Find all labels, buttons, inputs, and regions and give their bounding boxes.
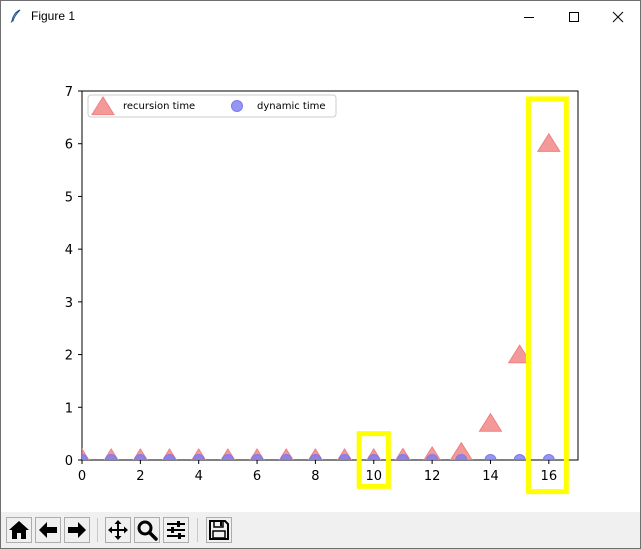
x-tick-label: 12	[424, 469, 441, 484]
dynamic-time-point	[396, 454, 409, 460]
y-tick-label: 4	[65, 243, 73, 258]
y-tick-label: 7	[65, 85, 73, 100]
y-tick-label: 3	[65, 296, 73, 311]
legend: recursion time dynamic time	[87, 94, 337, 118]
toolbar-separator	[97, 518, 98, 542]
floppy-disk-icon	[209, 520, 229, 540]
axes-spine	[81, 90, 579, 461]
x-tick-label: 8	[311, 469, 319, 484]
x-axis-ticks: 0 2 4 6 8 10 12 14 16	[78, 460, 557, 484]
recursion-time-point	[478, 412, 503, 432]
dynamic-time-point	[134, 454, 147, 460]
recursion-time-point	[507, 344, 532, 364]
highlight-box	[356, 431, 391, 489]
dynamic-time-point	[309, 454, 322, 460]
feather-icon	[10, 9, 21, 23]
x-tick-label: 0	[78, 469, 86, 484]
minimize-button[interactable]	[506, 1, 551, 32]
home-icon	[9, 521, 29, 539]
legend-label-recursion: recursion time	[123, 101, 195, 112]
recursion-time-point	[449, 441, 473, 460]
window-title: Figure 1	[31, 9, 76, 23]
home-button[interactable]	[6, 517, 32, 543]
dynamic-time-point	[484, 454, 497, 460]
highlight-box	[525, 96, 569, 495]
dynamic-time-point	[455, 454, 468, 460]
series-markers	[82, 132, 561, 460]
title-bar[interactable]: Figure 1	[1, 1, 640, 32]
x-tick-label: 10	[365, 469, 382, 484]
highlight-boxes	[356, 96, 569, 495]
y-tick-label: 0	[65, 454, 73, 469]
maximize-button[interactable]	[551, 1, 596, 32]
legend-dynamic-marker	[231, 100, 243, 112]
dynamic-time-point	[221, 454, 234, 460]
forward-button[interactable]	[64, 517, 90, 543]
dynamic-time-point	[513, 454, 526, 460]
close-icon	[612, 11, 623, 22]
dynamic-time-point	[251, 454, 264, 460]
x-tick-label: 4	[195, 469, 203, 484]
dynamic-time-point	[192, 454, 205, 460]
maximize-icon	[568, 11, 579, 22]
dynamic-time-point	[542, 454, 555, 460]
dynamic-time-point	[163, 454, 176, 460]
dynamic-time-point	[280, 454, 293, 460]
x-tick-label: 2	[136, 469, 144, 484]
y-tick-label: 6	[65, 138, 73, 153]
y-tick-label: 1	[65, 401, 73, 416]
legend-box	[87, 94, 337, 118]
arrow-left-icon	[39, 522, 57, 538]
zoom-button[interactable]	[134, 517, 160, 543]
x-tick-label: 16	[541, 469, 558, 484]
axes-frame	[81, 90, 579, 461]
dynamic-time-point	[367, 454, 380, 460]
navigation-toolbar	[1, 512, 640, 548]
arrow-right-icon	[68, 522, 86, 538]
x-tick-label: 14	[482, 469, 499, 484]
dynamic-time-point	[105, 454, 118, 460]
legend-label-dynamic: dynamic time	[257, 101, 326, 112]
toolbar-separator	[197, 518, 198, 542]
dynamic-time-point	[426, 454, 439, 460]
y-tick-label: 2	[65, 349, 73, 364]
move-icon	[108, 520, 128, 540]
dynamic-time-point	[338, 454, 351, 460]
dynamic-time-point	[82, 454, 88, 460]
close-button[interactable]	[595, 1, 640, 32]
magnifier-icon	[137, 520, 158, 541]
x-tick-label: 6	[253, 469, 261, 484]
back-button[interactable]	[35, 517, 61, 543]
y-tick-label: 5	[65, 190, 73, 205]
save-button[interactable]	[206, 517, 232, 543]
configure-subplots-button[interactable]	[163, 517, 189, 543]
legend-recursion-marker	[91, 96, 115, 116]
y-axis-ticks: 0 1 2 3 4 5 6 7	[65, 85, 82, 469]
minimize-icon	[523, 16, 534, 18]
sliders-icon	[167, 521, 185, 539]
pan-button[interactable]	[105, 517, 131, 543]
recursion-time-point	[536, 132, 561, 152]
